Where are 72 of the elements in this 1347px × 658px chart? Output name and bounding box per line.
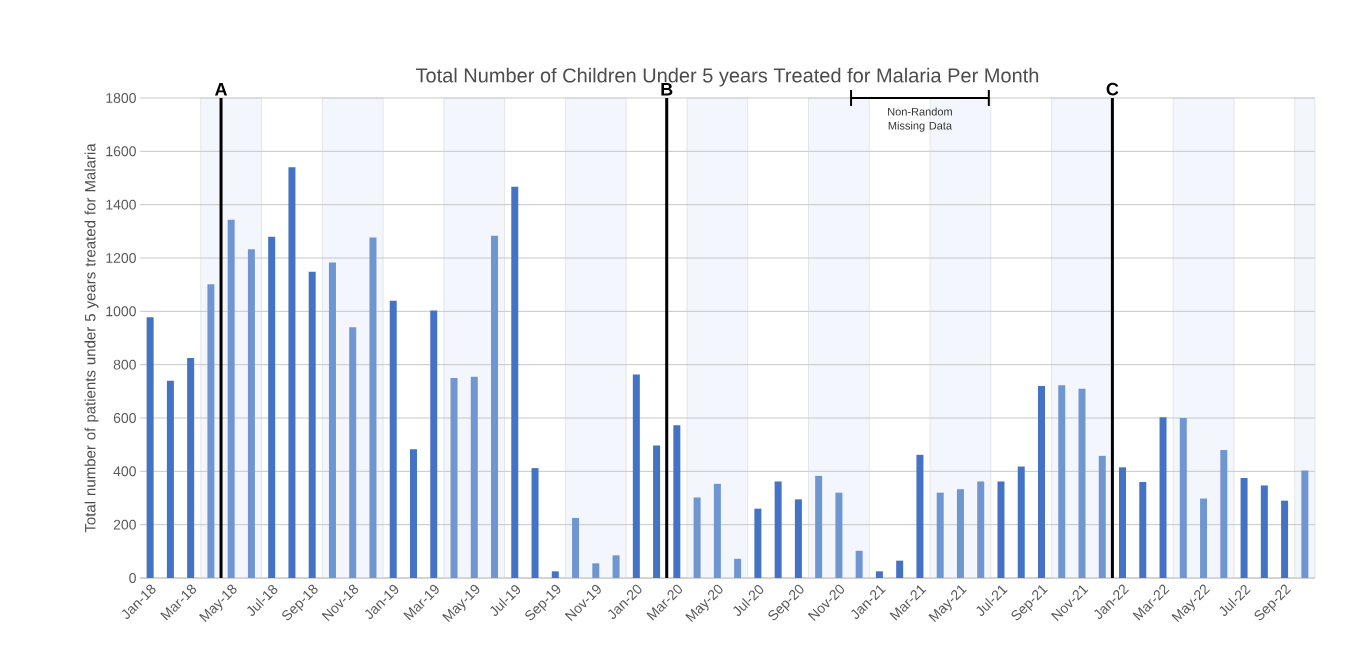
- bar: [835, 492, 843, 578]
- bar: [673, 425, 681, 578]
- bar: [997, 481, 1005, 578]
- bar: [227, 219, 235, 578]
- bar: [896, 560, 904, 578]
- bar: [1159, 417, 1167, 578]
- bar: [1017, 466, 1025, 578]
- bar: [977, 481, 985, 578]
- y-tick-label: 0: [129, 573, 136, 583]
- bar: [794, 499, 802, 578]
- bar: [632, 374, 640, 578]
- bar: [450, 378, 458, 578]
- bar: [916, 454, 924, 578]
- text: A: [214, 83, 228, 96]
- bar: [1037, 386, 1045, 578]
- bar: [734, 558, 742, 578]
- bar: [470, 376, 478, 578]
- y-tick-label: 1800: [106, 93, 136, 103]
- bar: [612, 555, 620, 578]
- bar: [308, 271, 316, 578]
- bar: [268, 236, 276, 578]
- bar: [1281, 500, 1289, 578]
- bar: [1119, 467, 1127, 578]
- bar: [1179, 418, 1187, 578]
- y-tick-label: 1000: [106, 306, 136, 317]
- bar: [288, 167, 296, 578]
- bar: [1220, 450, 1228, 578]
- y-tick-label: 1200: [106, 253, 136, 263]
- bar: [531, 468, 539, 578]
- bar: [247, 249, 255, 578]
- y-tick-label: 1600: [106, 146, 136, 157]
- bar: [1301, 470, 1309, 578]
- annotation: Non-Random Missing Data: [888, 107, 953, 132]
- y-tick-label: 400: [113, 466, 136, 477]
- bar: [1240, 478, 1248, 578]
- bar: [855, 550, 863, 578]
- bar: [389, 300, 397, 578]
- y-tick-label: 1400: [106, 199, 136, 210]
- bar: [592, 563, 600, 578]
- bar: [875, 571, 883, 578]
- bar: [551, 571, 559, 578]
- bar: [1139, 482, 1147, 578]
- bar: [491, 235, 499, 578]
- bar: [187, 358, 195, 578]
- y-axis-title: Total number of patients under 5 years treated for Malaria: [84, 143, 99, 533]
- bar: [166, 380, 174, 578]
- text: C: [1106, 82, 1119, 96]
- y-tick-label: 800: [113, 359, 136, 370]
- bar: [409, 449, 417, 578]
- bar: [1098, 455, 1106, 578]
- bar: [754, 508, 762, 578]
- bar: [1078, 388, 1086, 578]
- bar: [1058, 385, 1066, 578]
- bar: [572, 518, 580, 578]
- bar: [349, 327, 357, 578]
- bar: [1200, 498, 1208, 578]
- bar: [653, 445, 661, 578]
- bar: [207, 284, 215, 578]
- bar: [146, 317, 154, 578]
- bar: [956, 489, 964, 578]
- bar: [511, 186, 519, 578]
- bar: [328, 262, 336, 578]
- bar: [1260, 485, 1268, 578]
- y-tick-label: 600: [113, 413, 136, 423]
- bar: [430, 310, 438, 578]
- bar: [369, 237, 377, 578]
- bar: [936, 492, 944, 578]
- bar: [693, 497, 701, 578]
- bar: [774, 481, 782, 578]
- bar: [815, 475, 823, 578]
- bar: [713, 483, 721, 578]
- y-tick-label: 200: [113, 519, 136, 530]
